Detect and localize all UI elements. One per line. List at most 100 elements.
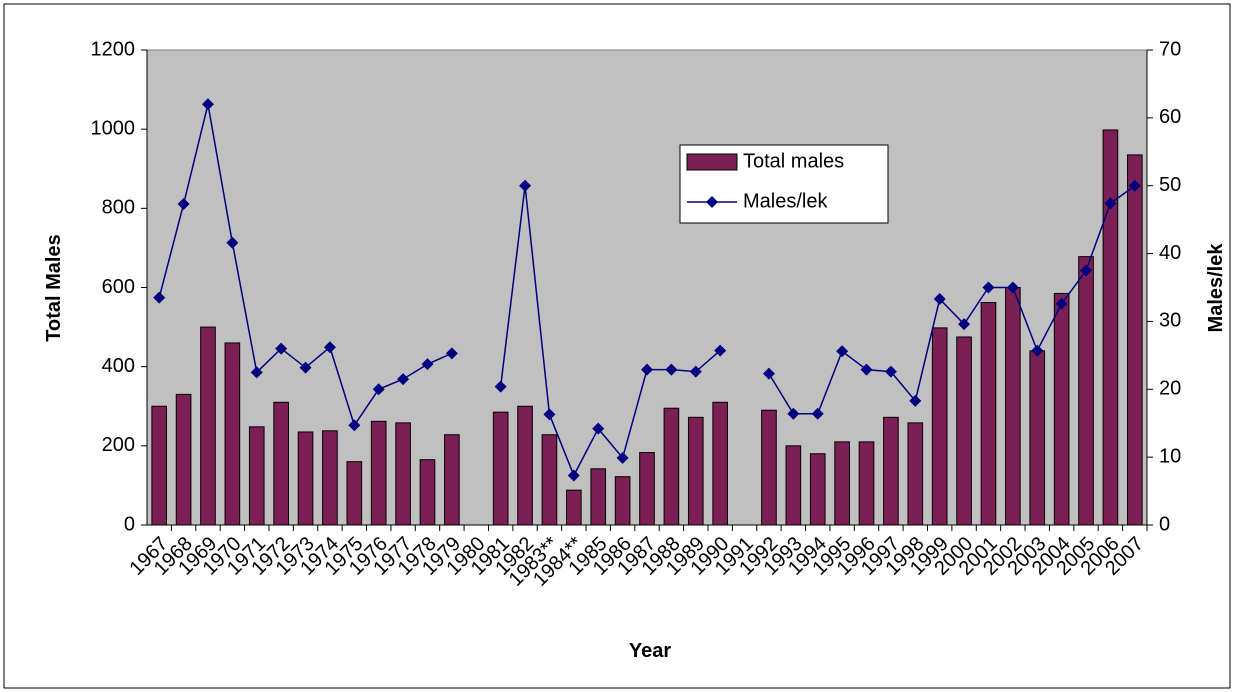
y2-tick-label: 40	[1159, 242, 1181, 264]
line-marker	[1006, 281, 1019, 294]
bar	[1078, 256, 1094, 526]
line-marker	[372, 383, 385, 396]
line-marker	[641, 363, 653, 376]
y2-tick-label: 20	[1159, 378, 1181, 400]
bar	[687, 416, 704, 526]
y2-axis-label: Males/lek	[1205, 243, 1227, 333]
line-marker	[1128, 179, 1141, 192]
line-marker	[762, 367, 775, 380]
bar	[370, 420, 387, 526]
bar	[175, 393, 192, 526]
line-marker	[592, 422, 605, 435]
bar	[322, 430, 338, 526]
bar	[1029, 350, 1046, 526]
bar	[639, 452, 655, 526]
line-marker	[665, 363, 678, 376]
legend-swatch	[686, 153, 738, 171]
y-tick-label: 0	[124, 513, 135, 535]
bar	[395, 422, 411, 526]
y2-tick-label: 0	[1159, 513, 1170, 535]
line-marker	[982, 281, 995, 294]
line-marker	[519, 179, 532, 192]
bar	[1005, 287, 1021, 526]
bar	[1053, 292, 1070, 526]
y-tick-label: 1000	[91, 117, 136, 139]
bar	[541, 434, 558, 526]
bar	[907, 422, 924, 526]
legend-marker	[706, 196, 718, 208]
bar	[1126, 154, 1143, 526]
line-marker	[1080, 264, 1093, 277]
line-marker	[958, 318, 971, 331]
y-tick-label: 600	[102, 276, 135, 298]
line-marker	[787, 407, 800, 420]
y-tick-label: 800	[102, 197, 135, 219]
bar	[346, 461, 363, 526]
line-marker	[177, 198, 190, 211]
line-marker	[348, 419, 361, 432]
y-tick-label: 400	[102, 355, 135, 377]
bar	[492, 411, 509, 526]
plot-area	[146, 49, 1148, 526]
line-marker	[860, 363, 873, 376]
bar	[883, 416, 899, 526]
line-marker	[884, 365, 897, 378]
bar	[273, 401, 289, 526]
line-marker	[445, 347, 458, 360]
y2-tick-label: 60	[1159, 106, 1181, 128]
bar	[761, 409, 777, 526]
bar	[614, 476, 631, 526]
legend-label: Total males	[743, 150, 844, 172]
line-marker	[226, 236, 239, 249]
bar	[444, 434, 460, 526]
line-marker	[616, 451, 629, 464]
bar	[517, 405, 533, 526]
bar	[1102, 129, 1119, 526]
bar	[980, 302, 997, 526]
y2-tick-label: 10	[1159, 445, 1181, 467]
bar	[566, 489, 582, 526]
y-tick-label: 1200	[91, 38, 136, 60]
line-marker	[153, 291, 166, 304]
bar	[956, 336, 972, 526]
line-marker	[811, 407, 824, 420]
bar	[151, 405, 168, 526]
line-marker	[421, 358, 434, 371]
line-marker	[1104, 197, 1117, 210]
bar	[200, 326, 216, 526]
y-axis-label: Total Males	[43, 234, 65, 341]
legend-label: Males/lek	[743, 190, 828, 212]
line-marker	[494, 380, 507, 393]
bar	[590, 468, 607, 526]
line-marker	[909, 394, 922, 407]
bar	[712, 401, 728, 526]
bar	[858, 441, 875, 526]
bar	[663, 407, 680, 526]
line-marker	[323, 341, 336, 354]
x-axis-label: Year	[629, 640, 671, 662]
line-marker	[714, 344, 727, 357]
line-marker	[299, 361, 312, 374]
line-marker	[836, 345, 849, 358]
line-marker	[933, 293, 946, 306]
y-tick-label: 200	[102, 434, 135, 456]
y2-tick-label: 70	[1159, 38, 1181, 60]
bar	[297, 431, 314, 526]
bar	[248, 426, 265, 526]
bar	[419, 459, 436, 526]
bar	[809, 453, 826, 526]
y2-tick-label: 30	[1159, 310, 1181, 332]
bar	[931, 327, 948, 526]
line-marker	[275, 342, 288, 355]
line-marker	[397, 373, 410, 386]
line-marker	[567, 469, 580, 482]
bar	[785, 445, 802, 526]
line-marker	[543, 408, 556, 421]
line-marker	[250, 366, 263, 379]
line-marker	[1031, 344, 1044, 357]
line-marker	[1055, 297, 1068, 310]
bar	[834, 441, 850, 526]
line-marker	[689, 365, 702, 378]
y2-tick-label: 50	[1159, 174, 1181, 196]
